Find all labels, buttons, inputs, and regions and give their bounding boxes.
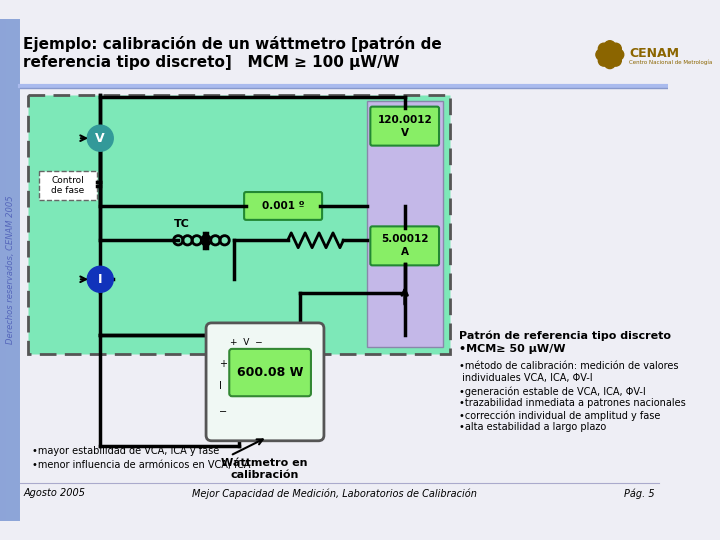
Bar [0,19,20,521]
Text: Derechos reservados, CENAM 2005: Derechos reservados, CENAM 2005 [6,195,14,345]
Bar [11,19,13,521]
Circle shape [598,43,610,55]
Circle shape [604,49,616,60]
Text: •menor influencia de armónicos en VCA, ICA: •menor influencia de armónicos en VCA, I… [32,460,251,470]
Text: +  V  −: + V − [230,338,263,347]
Bar [7,19,9,521]
FancyBboxPatch shape [366,101,443,347]
Text: 5.00012: 5.00012 [381,234,428,245]
Text: Wáttmetro en
calibración: Wáttmetro en calibración [221,458,307,480]
FancyBboxPatch shape [370,106,439,146]
Text: •corrección individual de amplitud y fase: •corrección individual de amplitud y fas… [459,410,661,421]
Circle shape [87,266,113,292]
Circle shape [604,57,616,69]
Circle shape [598,55,610,66]
FancyBboxPatch shape [370,226,439,265]
Text: •alta estabilidad a largo plazo: •alta estabilidad a largo plazo [459,422,607,432]
Bar [0,19,2,521]
Text: +: + [219,359,227,369]
FancyBboxPatch shape [229,349,311,396]
Text: A: A [401,247,409,258]
Text: V: V [96,132,105,145]
Bar [4,19,6,521]
Text: •MCM≥ 50 μW/W: •MCM≥ 50 μW/W [459,345,566,354]
Circle shape [613,49,624,60]
Text: CENAM: CENAM [629,47,679,60]
FancyBboxPatch shape [39,171,96,200]
Circle shape [610,43,621,55]
Text: •mayor estabilidad de VCA, ICA y fase: •mayor estabilidad de VCA, ICA y fase [32,447,220,456]
FancyBboxPatch shape [244,192,322,220]
Bar [2,19,4,521]
Bar [13,19,15,521]
Text: Mejor Capacidad de Medición, Laboratorios de Calibración: Mejor Capacidad de Medición, Laboratorio… [192,488,477,498]
Bar [17,19,19,521]
Text: Centro Nacional de Metrología: Centro Nacional de Metrología [629,59,713,65]
Text: •trazabilidad inmediata a patrones nacionales: •trazabilidad inmediata a patrones nacio… [459,398,686,408]
Text: 120.0012: 120.0012 [377,114,432,125]
Circle shape [604,40,616,52]
Circle shape [87,125,113,151]
Text: Ejemplo: calibración de un wáttmetro [patrón de: Ejemplo: calibración de un wáttmetro [pa… [23,36,442,52]
FancyBboxPatch shape [206,323,324,441]
Bar [6,19,7,521]
Text: 0.001 º: 0.001 º [262,201,305,211]
Text: individuales VCA, ICA, ΦV-I: individuales VCA, ICA, ΦV-I [459,373,593,383]
Bar [15,19,17,521]
Text: Pág. 5: Pág. 5 [624,488,654,498]
Text: V: V [401,127,409,138]
FancyBboxPatch shape [28,96,450,354]
Circle shape [610,55,621,66]
Text: I: I [98,273,102,286]
Text: I: I [219,381,222,391]
Text: •generación estable de VCA, ICA, ΦV-I: •generación estable de VCA, ICA, ΦV-I [459,386,647,396]
Circle shape [596,49,607,60]
Text: Patrón de referencia tipo discreto: Patrón de referencia tipo discreto [459,330,672,341]
Text: 600.08 W: 600.08 W [237,366,303,379]
Text: •método de calibración: medición de valores: •método de calibración: medición de valo… [459,361,679,371]
Text: Agosto 2005: Agosto 2005 [23,488,85,498]
Text: TC: TC [174,219,189,229]
Text: Control
de fase: Control de fase [51,176,84,195]
Bar [9,19,11,521]
Text: referencia tipo discreto]   MCM ≥ 100 μW/W: referencia tipo discreto] MCM ≥ 100 μW/W [23,55,400,70]
Text: −: − [219,407,228,417]
